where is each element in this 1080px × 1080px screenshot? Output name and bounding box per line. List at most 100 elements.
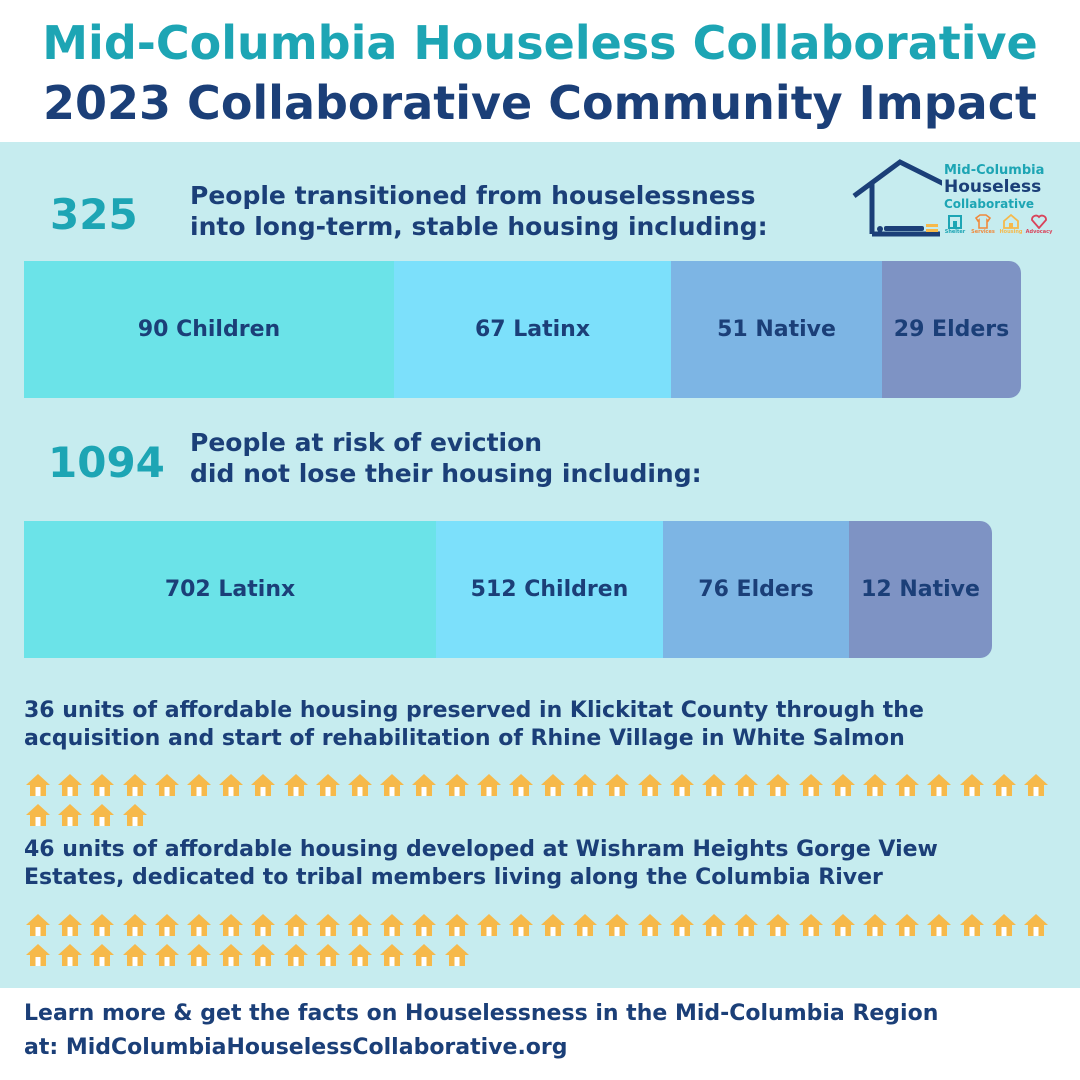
stat2-breakdown-bar: 702 Latinx 512 Children 76 Elders 12 Native xyxy=(24,521,992,658)
house-icon xyxy=(827,770,859,800)
house-icon xyxy=(730,910,762,940)
house-icon xyxy=(119,770,151,800)
house-icon xyxy=(86,940,118,970)
house-icon xyxy=(601,770,633,800)
house-icon xyxy=(247,940,279,970)
stat1-segment-label: 90 Children xyxy=(137,317,281,342)
house-icon xyxy=(183,940,215,970)
house-icon xyxy=(376,940,408,970)
stat1-segment-label: 29 Elders xyxy=(893,317,1010,342)
footer: Learn more & get the facts on Houselessn… xyxy=(0,988,1080,1080)
house-icon xyxy=(762,910,794,940)
house-icon xyxy=(344,770,376,800)
house-icon xyxy=(440,770,472,800)
house-icon xyxy=(634,910,666,940)
house-icon xyxy=(280,910,312,940)
house-icon xyxy=(955,910,987,940)
house-icon xyxy=(119,910,151,940)
stat1-breakdown-bar: 90 Children 67 Latinx 51 Native 29 Elders xyxy=(24,261,1021,398)
house-icon xyxy=(247,770,279,800)
house-icon xyxy=(119,800,151,830)
house-icon xyxy=(54,910,86,940)
house-icon xyxy=(408,910,440,940)
stat1-description-line2: into long-term, stable housing including… xyxy=(190,212,768,241)
house-icon xyxy=(1020,770,1052,800)
stat2-number: 1094 xyxy=(48,438,165,487)
house-icon xyxy=(54,940,86,970)
house-icon xyxy=(827,910,859,940)
house-icon xyxy=(376,770,408,800)
stat2-segment-label: 512 Children xyxy=(470,577,629,602)
house-icon xyxy=(988,910,1020,940)
stat2-segment-label: 12 Native xyxy=(861,577,980,602)
house-icon xyxy=(923,770,955,800)
housing-icon: Housing xyxy=(998,213,1024,235)
house-icon xyxy=(762,770,794,800)
logo-text-line3: Collaborative xyxy=(944,197,1035,211)
stat2-segment-label: 76 Elders xyxy=(698,577,814,602)
stat1-segment-label: 51 Native xyxy=(717,317,836,342)
house-icon xyxy=(859,910,891,940)
stat1-number: 325 xyxy=(50,190,138,239)
house-icon xyxy=(569,770,601,800)
shelter-label: Shelter xyxy=(944,229,966,235)
services-label: Services xyxy=(971,229,995,235)
house-icon xyxy=(54,770,86,800)
logo: Mid-Columbia Houseless Collaborative She… xyxy=(852,158,1052,244)
units2-line2: Estates, dedicated to tribal members liv… xyxy=(24,865,883,890)
house-icon xyxy=(891,910,923,940)
house-icon xyxy=(183,770,215,800)
house-icon xyxy=(22,940,54,970)
house-icon xyxy=(376,910,408,940)
house-icon xyxy=(473,910,505,940)
house-icon xyxy=(955,770,987,800)
house-icon xyxy=(215,770,247,800)
housing-label: Housing xyxy=(999,229,1023,235)
house-icon xyxy=(344,940,376,970)
stat1-segment-3: 51 Native xyxy=(671,261,882,398)
footer-line1: Learn more & get the facts on Houselessn… xyxy=(24,1001,939,1026)
stat1-segment-4: 29 Elders xyxy=(882,261,1021,398)
house-icon xyxy=(666,770,698,800)
house-icon xyxy=(151,910,183,940)
stat2-segment-2: 512 Children xyxy=(436,521,663,658)
units1-house-row xyxy=(22,770,1062,830)
house-icon xyxy=(891,770,923,800)
house-icon xyxy=(537,910,569,940)
house-icon xyxy=(151,940,183,970)
house-icon xyxy=(408,770,440,800)
stat1-description-line1: People transitioned from houselessness xyxy=(190,181,756,210)
page-subtitle: 2023 Collaborative Community Impact xyxy=(43,76,1037,130)
house-icon xyxy=(923,910,955,940)
logo-text-line1: Mid-Columbia xyxy=(944,163,1045,178)
house-icon xyxy=(795,770,827,800)
footer-website[interactable]: at: MidColumbiaHouselessCollaborative.or… xyxy=(24,1035,568,1060)
house-icon xyxy=(215,940,247,970)
house-icon xyxy=(634,770,666,800)
logo-text-line2: Houseless xyxy=(944,177,1042,197)
house-icon xyxy=(312,940,344,970)
house-icon xyxy=(86,910,118,940)
house-icon xyxy=(505,910,537,940)
house-icon xyxy=(666,910,698,940)
stat1-segment-2: 67 Latinx xyxy=(394,261,671,398)
house-icon xyxy=(22,800,54,830)
house-icon xyxy=(537,770,569,800)
house-icon xyxy=(730,770,762,800)
units2-line1: 46 units of affordable housing developed… xyxy=(24,837,938,862)
stat2-segment-3: 76 Elders xyxy=(663,521,849,658)
house-icon xyxy=(698,770,730,800)
stat2-description-line1: People at risk of eviction xyxy=(190,428,543,457)
stat2-segment-label: 702 Latinx xyxy=(164,577,296,602)
house-icon xyxy=(440,940,472,970)
house-icon xyxy=(1020,910,1052,940)
house-icon xyxy=(86,770,118,800)
house-icon xyxy=(151,770,183,800)
house-icon xyxy=(22,770,54,800)
house-icon xyxy=(601,910,633,940)
house-icon xyxy=(280,770,312,800)
units2-house-rows xyxy=(22,910,1062,970)
stat2-description-line2: did not lose their housing including: xyxy=(190,459,702,488)
house-icon xyxy=(569,910,601,940)
units1-line2: acquisition and start of rehabilitation … xyxy=(24,726,905,751)
